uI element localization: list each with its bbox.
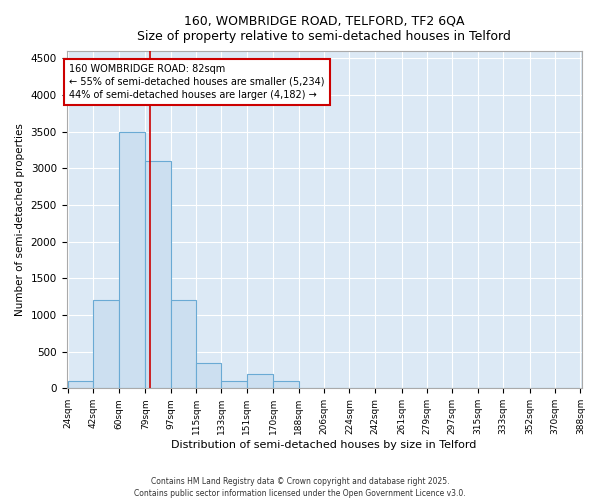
Text: 160 WOMBRIDGE ROAD: 82sqm
← 55% of semi-detached houses are smaller (5,234)
44% : 160 WOMBRIDGE ROAD: 82sqm ← 55% of semi-… <box>70 64 325 100</box>
X-axis label: Distribution of semi-detached houses by size in Telford: Distribution of semi-detached houses by … <box>172 440 477 450</box>
Bar <box>93 300 119 388</box>
Bar <box>274 381 299 388</box>
Text: Contains HM Land Registry data © Crown copyright and database right 2025.
Contai: Contains HM Land Registry data © Crown c… <box>134 476 466 498</box>
Title: 160, WOMBRIDGE ROAD, TELFORD, TF2 6QA
Size of property relative to semi-detached: 160, WOMBRIDGE ROAD, TELFORD, TF2 6QA Si… <box>137 15 511 43</box>
Bar <box>68 381 93 388</box>
Bar <box>196 362 221 388</box>
Bar <box>247 374 274 388</box>
Bar <box>119 132 145 388</box>
Bar <box>145 161 171 388</box>
Bar <box>171 300 196 388</box>
Y-axis label: Number of semi-detached properties: Number of semi-detached properties <box>15 124 25 316</box>
Bar <box>221 381 247 388</box>
